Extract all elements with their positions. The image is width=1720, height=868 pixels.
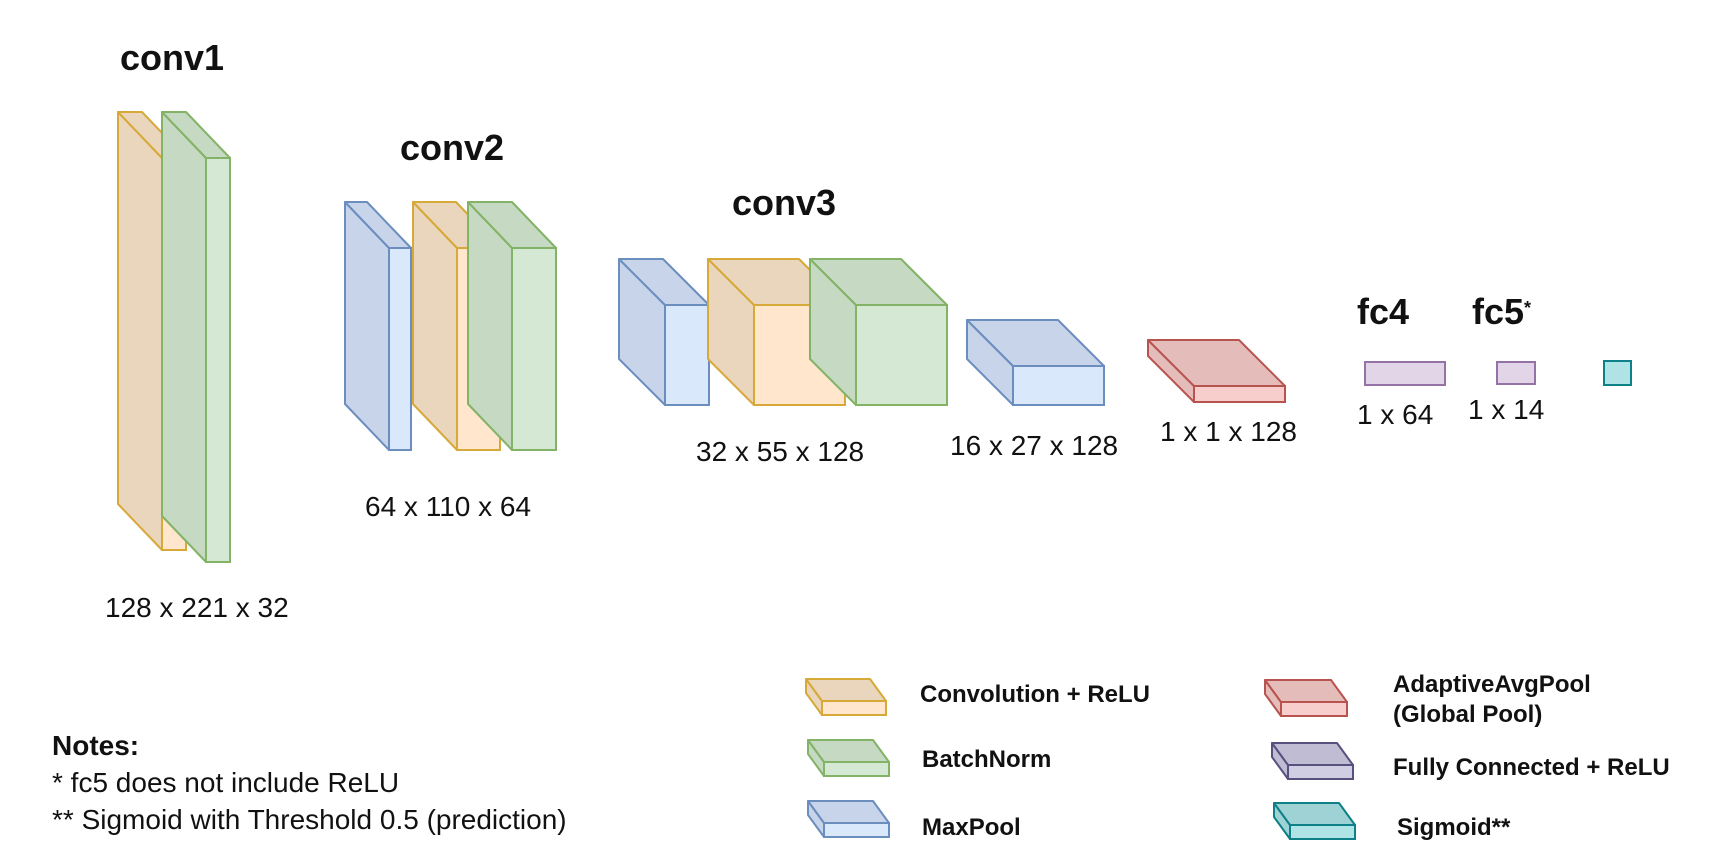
conv1-dims: 128 x 221 x 32 — [105, 592, 289, 623]
legend-fc-icon — [1271, 742, 1354, 780]
conv2-bn-block-front — [511, 247, 557, 451]
legend-gap-icon-front — [1280, 701, 1348, 717]
fc5-block-front — [1496, 361, 1536, 385]
fc5-title: fc5* — [1472, 291, 1531, 332]
conv1-bn-block-front — [205, 157, 231, 563]
pool3-block-front — [1012, 365, 1105, 406]
conv3-bn-block-front — [855, 304, 948, 406]
gap-dims: 1 x 1 x 128 — [1160, 416, 1297, 447]
conv3-bn-block — [809, 258, 948, 406]
conv1-bn-block — [161, 111, 231, 563]
fc4-block-front — [1364, 361, 1446, 386]
legend-conv-icon-front — [821, 700, 887, 716]
legend-gap-label-1: AdaptiveAvgPool — [1393, 671, 1591, 698]
conv2-title: conv2 — [400, 127, 504, 168]
sigmoid-block-front — [1603, 360, 1632, 386]
legend-icons — [805, 678, 1356, 840]
conv1-conv-block-side — [117, 111, 163, 551]
legend-pool-label: MaxPool — [922, 814, 1021, 841]
legend-sigmoid-icon — [1273, 802, 1356, 840]
sigmoid-block — [1603, 360, 1632, 386]
notes-heading: Notes: — [52, 730, 139, 761]
legend-gap-icon — [1264, 679, 1348, 717]
legend-bn-icon — [807, 739, 890, 777]
conv3-dims: 32 x 55 x 128 — [696, 436, 864, 467]
fc5-title-mark: * — [1524, 298, 1531, 318]
conv2-pool-block-front — [388, 247, 412, 451]
fc5-title-text: fc5 — [1472, 291, 1524, 332]
legend-pool-icon-front — [823, 822, 890, 838]
fc4-block — [1364, 361, 1446, 386]
notes-line-2: ** Sigmoid with Threshold 0.5 (predictio… — [52, 804, 567, 835]
legend-fc-icon-front — [1287, 764, 1354, 780]
notes-line-1: * fc5 does not include ReLU — [52, 767, 399, 798]
conv1-title: conv1 — [120, 37, 224, 78]
conv1-bn-block-side — [161, 111, 207, 563]
legend-fc-label: Fully Connected + ReLU — [1393, 754, 1670, 781]
pool3-dims: 16 x 27 x 128 — [950, 430, 1118, 461]
fc5-dims: 1 x 14 — [1468, 394, 1544, 425]
legend-sigmoid-label: Sigmoid** — [1397, 814, 1511, 841]
conv3-pool-block — [618, 258, 710, 406]
legend-conv-icon — [805, 678, 887, 716]
fc4-dims: 1 x 64 — [1357, 399, 1433, 430]
legend-gap-label-2: (Global Pool) — [1393, 701, 1542, 728]
conv2-bn-block — [467, 201, 557, 451]
conv2-dims: 64 x 110 x 64 — [365, 491, 531, 522]
conv3-pool-block-front — [664, 304, 710, 406]
fc5-block — [1496, 361, 1536, 385]
layer-blocks — [117, 111, 1632, 563]
legend-pool-icon — [807, 800, 890, 838]
legend-sigmoid-icon-front — [1289, 824, 1356, 840]
legend-bn-label: BatchNorm — [922, 746, 1051, 773]
legend-bn-icon-front — [823, 761, 890, 777]
legend-conv-label: Convolution + ReLU — [920, 681, 1150, 708]
pool3-block — [966, 319, 1105, 406]
gap-block-front — [1193, 385, 1286, 403]
conv2-pool-block — [344, 201, 412, 451]
gap-block — [1147, 339, 1286, 403]
fc4-title: fc4 — [1357, 291, 1409, 332]
conv3-title: conv3 — [732, 182, 836, 223]
